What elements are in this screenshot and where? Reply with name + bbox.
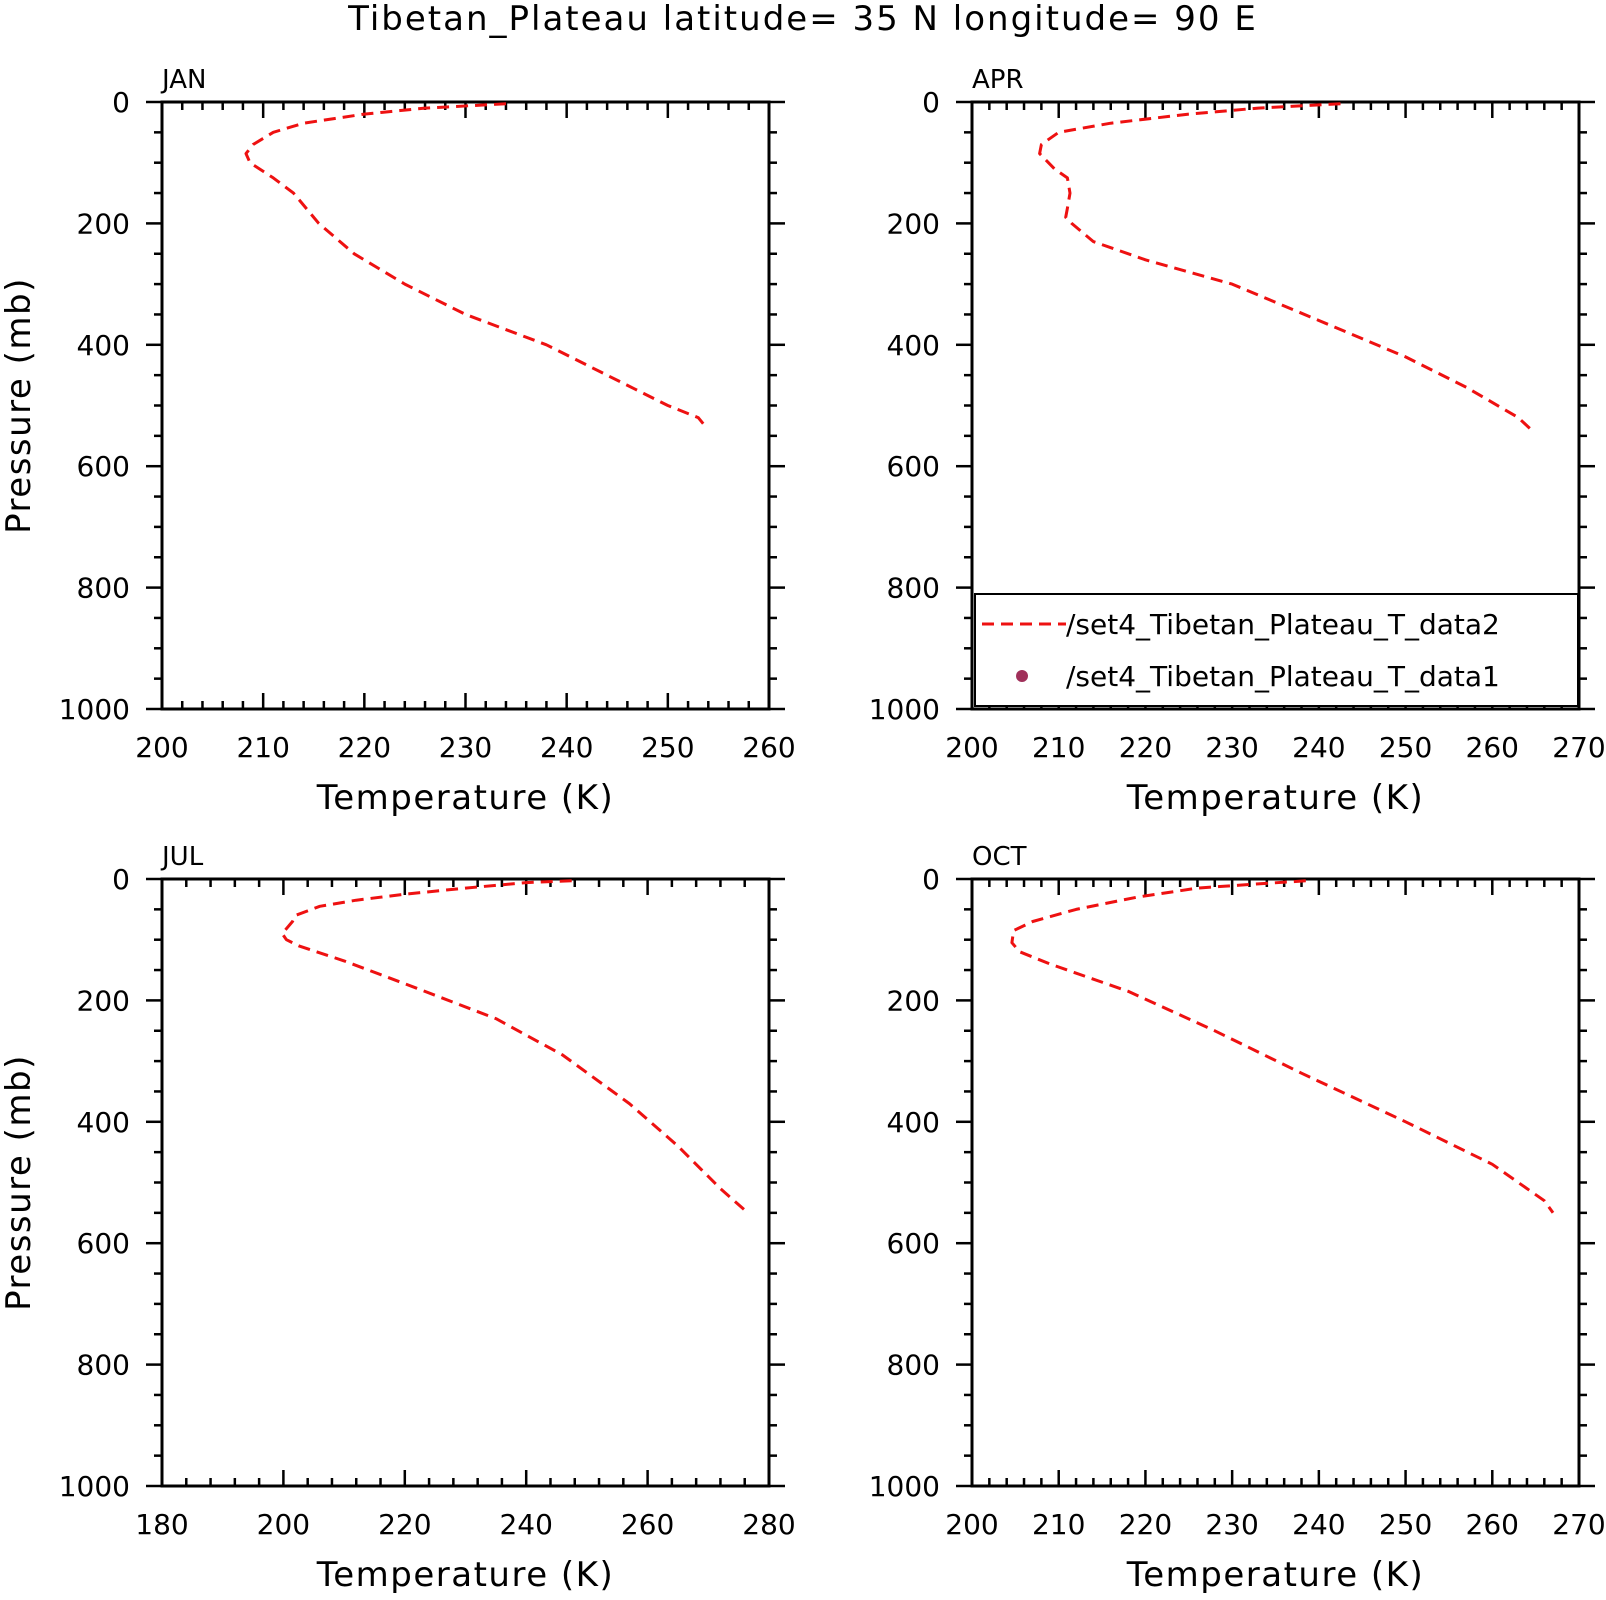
- y-axis-label: Pressure (mb): [0, 1054, 39, 1311]
- x-tick-label: 220: [378, 1508, 431, 1541]
- series-line: [1038, 102, 1533, 431]
- y-tick-label: 200: [77, 984, 130, 1017]
- y-tick-label: 1000: [869, 1470, 940, 1503]
- x-tick-label: 200: [257, 1508, 310, 1541]
- x-tick-label: 240: [1292, 731, 1345, 764]
- legend-box: [974, 593, 1579, 707]
- x-tick-label: 220: [1119, 1508, 1172, 1541]
- x-axis-label: Temperature (K): [316, 778, 615, 818]
- legend-swatch-dot: [1016, 670, 1028, 682]
- series-line: [280, 879, 749, 1214]
- y-tick-label: 800: [77, 572, 130, 605]
- x-tick-label: 210: [236, 731, 289, 764]
- y-tick-label: 600: [887, 1227, 940, 1260]
- x-axis-label: Temperature (K): [316, 1555, 615, 1595]
- y-tick-label: 800: [887, 1349, 940, 1382]
- x-tick-label: 230: [1205, 731, 1258, 764]
- y-axis-label: Pressure (mb): [0, 277, 39, 534]
- y-tick-label: 400: [77, 329, 130, 362]
- x-tick-label: 210: [1032, 1508, 1085, 1541]
- panel-jan: JAN 200 210 220 230 240 250 260 0 200 400 600 800 100…: [0, 65, 796, 818]
- x-tick-label: 220: [338, 731, 391, 764]
- x-tick-label: 200: [945, 1508, 998, 1541]
- figure-title: Tibetan_Plateau latitude= 35 N longitude…: [347, 0, 1258, 39]
- y-tick-label: 0: [922, 863, 940, 896]
- x-tick-label: 240: [1292, 1508, 1345, 1541]
- y-tick-label: 400: [77, 1106, 130, 1139]
- y-tick-label: 200: [77, 207, 130, 240]
- legend-label: /set4_Tibetan_Plateau_T_data2: [1066, 608, 1500, 641]
- plot-frame: [160, 100, 771, 711]
- plot-frame: [160, 877, 771, 1488]
- x-tick-label: 280: [742, 1508, 795, 1541]
- x-tick-label: 240: [540, 731, 593, 764]
- y-tick-label: 0: [922, 86, 940, 119]
- x-tick-label: 250: [641, 731, 694, 764]
- x-tick-label: 240: [499, 1508, 552, 1541]
- x-tick-label: 180: [135, 1508, 188, 1541]
- y-tick-label: 1000: [869, 693, 940, 726]
- y-tick-label: 1000: [59, 1470, 130, 1503]
- panels-group: JAN 200 210 220 230 240 250 260 0 200 400 600 800 100…: [0, 65, 1606, 1595]
- series-line: [244, 102, 705, 425]
- y-tick-label: 0: [112, 86, 130, 119]
- x-tick-label: 200: [135, 731, 188, 764]
- y-tick-label: 0: [112, 863, 130, 896]
- x-tick-label: 260: [742, 731, 795, 764]
- x-tick-label: 250: [1379, 731, 1432, 764]
- panel-label: JAN: [160, 65, 206, 95]
- panel-oct: OCT 200 210 220 230 240 250 260 270 0 200 400 600 800…: [869, 842, 1606, 1595]
- y-tick-label: 800: [77, 1349, 130, 1382]
- x-tick-label: 270: [1552, 731, 1605, 764]
- x-axis-label: Temperature (K): [1126, 1555, 1425, 1595]
- panel-apr: APR 200 210 220 230 240 250 260 270 0 200 400 600 800…: [869, 65, 1606, 818]
- x-tick-label: 250: [1379, 1508, 1432, 1541]
- panel-label: OCT: [972, 842, 1027, 872]
- x-tick-label: 260: [621, 1508, 674, 1541]
- x-tick-label: 260: [1466, 1508, 1519, 1541]
- y-tick-label: 600: [887, 450, 940, 483]
- panel-label: APR: [972, 65, 1024, 95]
- panel-jul: JUL 180 200 220 240 260 280 0 200 400 600 800 1000 Te…: [0, 842, 796, 1595]
- y-tick-label: 1000: [59, 693, 130, 726]
- x-tick-label: 260: [1466, 731, 1519, 764]
- x-tick-label: 230: [1205, 1508, 1258, 1541]
- x-tick-label: 220: [1119, 731, 1172, 764]
- x-tick-label: 230: [439, 731, 492, 764]
- y-tick-label: 200: [887, 984, 940, 1017]
- y-tick-label: 800: [887, 572, 940, 605]
- legend-label: /set4_Tibetan_Plateau_T_data1: [1066, 660, 1500, 693]
- x-tick-label: 210: [1032, 731, 1085, 764]
- series-line: [1010, 879, 1555, 1214]
- y-tick-label: 400: [887, 329, 940, 362]
- y-tick-label: 600: [77, 450, 130, 483]
- panel-label: JUL: [160, 842, 204, 872]
- x-tick-label: 200: [945, 731, 998, 764]
- x-axis-label: Temperature (K): [1126, 778, 1425, 818]
- y-tick-label: 400: [887, 1106, 940, 1139]
- x-tick-label: 270: [1552, 1508, 1605, 1541]
- legend: /set4_Tibetan_Plateau_T_data2/set4_Tibet…: [974, 593, 1579, 707]
- y-tick-label: 600: [77, 1227, 130, 1260]
- y-tick-label: 200: [887, 207, 940, 240]
